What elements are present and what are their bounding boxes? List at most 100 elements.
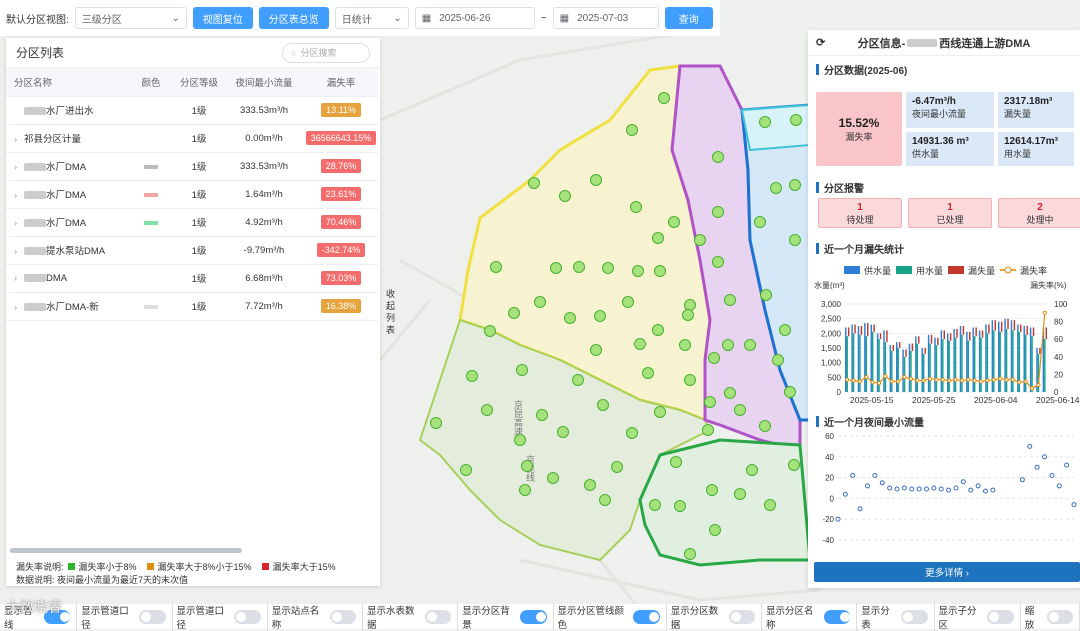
station-marker[interactable] xyxy=(712,256,724,268)
station-marker[interactable] xyxy=(654,265,666,277)
alarm-pending[interactable]: 1 待处理 xyxy=(818,198,902,228)
station-marker[interactable] xyxy=(481,404,493,416)
station-marker[interactable] xyxy=(684,374,696,386)
station-marker[interactable] xyxy=(759,420,771,432)
expand-icon[interactable]: › xyxy=(14,218,18,229)
station-marker[interactable] xyxy=(649,499,661,511)
table-row[interactable]: › 水厂DMA 1级 4.92m³/h 70.46% xyxy=(6,208,378,237)
station-marker[interactable] xyxy=(572,374,584,386)
station-marker[interactable] xyxy=(674,500,686,512)
station-marker[interactable] xyxy=(708,352,720,364)
station-marker[interactable] xyxy=(590,174,602,186)
station-marker[interactable] xyxy=(557,426,569,438)
station-marker[interactable] xyxy=(679,339,691,351)
table-row[interactable]: › 提水泵站DMA 1级 -9.79m³/h -342.74% xyxy=(6,236,378,265)
layer-toggle[interactable]: 显示分区管线颜色 xyxy=(558,602,667,631)
toggle-switch[interactable] xyxy=(43,609,71,624)
column-header[interactable]: 颜色 xyxy=(128,68,174,97)
station-marker[interactable] xyxy=(746,464,758,476)
station-marker[interactable] xyxy=(734,488,746,500)
zone-level-select[interactable]: 三级分区 ⌄ xyxy=(74,7,187,29)
station-marker[interactable] xyxy=(590,344,602,356)
column-header[interactable]: 漏失率 xyxy=(304,68,378,97)
station-marker[interactable] xyxy=(622,296,634,308)
date-from-input[interactable]: ▦ 2025-06-26 xyxy=(414,7,535,29)
station-marker[interactable] xyxy=(704,396,716,408)
station-marker[interactable] xyxy=(632,265,644,277)
table-row[interactable]: › 水厂DMA 1级 333.53m³/h 28.76% xyxy=(6,152,378,181)
station-marker[interactable] xyxy=(759,116,771,128)
date-to-input[interactable]: ▦ 2025-07-03 xyxy=(552,7,659,29)
station-marker[interactable] xyxy=(536,409,548,421)
station-marker[interactable] xyxy=(584,479,596,491)
station-marker[interactable] xyxy=(760,289,772,301)
station-marker[interactable] xyxy=(547,472,559,484)
toggle-switch[interactable] xyxy=(424,609,452,624)
layer-toggle[interactable]: 显示管线 xyxy=(4,602,78,631)
layer-toggle[interactable]: 显示分区数据 xyxy=(671,602,762,631)
station-marker[interactable] xyxy=(722,339,734,351)
table-row[interactable]: › 水厂DMA 1级 1.64m³/h 23.61% xyxy=(6,180,378,209)
station-marker[interactable] xyxy=(484,325,496,337)
station-marker[interactable] xyxy=(642,367,654,379)
zone-summary-button[interactable]: 分区表总览 xyxy=(258,7,329,29)
station-marker[interactable] xyxy=(466,370,478,382)
station-marker[interactable] xyxy=(519,484,531,496)
station-marker[interactable] xyxy=(789,179,801,191)
column-header[interactable]: 分区等级 xyxy=(174,68,224,97)
table-row[interactable]: 水厂进出水 1级 333.53m³/h 13.11% xyxy=(6,96,378,125)
station-marker[interactable] xyxy=(534,296,546,308)
station-marker[interactable] xyxy=(658,92,670,104)
refresh-icon[interactable]: ⟳ xyxy=(816,37,826,49)
station-marker[interactable] xyxy=(684,548,696,560)
station-marker[interactable] xyxy=(550,262,562,274)
station-marker[interactable] xyxy=(460,464,472,476)
station-marker[interactable] xyxy=(516,364,528,376)
toggle-switch[interactable] xyxy=(728,609,755,624)
station-marker[interactable] xyxy=(430,417,442,429)
stat-period-select[interactable]: 日统计 ⌄ xyxy=(334,7,409,29)
station-marker[interactable] xyxy=(634,338,646,350)
station-marker[interactable] xyxy=(508,307,520,319)
station-marker[interactable] xyxy=(788,459,800,471)
station-marker[interactable] xyxy=(602,262,614,274)
station-marker[interactable] xyxy=(652,232,664,244)
station-marker[interactable] xyxy=(514,434,526,446)
station-marker[interactable] xyxy=(573,261,585,273)
station-marker[interactable] xyxy=(564,312,576,324)
zone-search-input[interactable]: ○ 分区搜索 xyxy=(282,42,370,63)
station-marker[interactable] xyxy=(724,294,736,306)
expand-icon[interactable]: › xyxy=(14,190,18,201)
station-marker[interactable] xyxy=(597,399,609,411)
expand-icon[interactable]: › xyxy=(14,272,18,284)
station-marker[interactable] xyxy=(490,261,502,273)
reset-view-button[interactable]: 视图复位 xyxy=(192,7,253,29)
station-marker[interactable] xyxy=(599,494,611,506)
station-marker[interactable] xyxy=(626,427,638,439)
expand-icon[interactable]: › xyxy=(14,162,18,173)
toggle-switch[interactable] xyxy=(901,609,928,624)
expand-icon[interactable]: › xyxy=(14,246,18,257)
station-marker[interactable] xyxy=(670,456,682,468)
layer-toggle[interactable]: 缩放 xyxy=(1025,602,1080,631)
station-marker[interactable] xyxy=(744,339,756,351)
station-marker[interactable] xyxy=(734,404,746,416)
station-marker[interactable] xyxy=(521,460,533,472)
column-header[interactable]: 夜间最小流量 xyxy=(224,68,304,97)
station-marker[interactable] xyxy=(694,234,706,246)
toggle-switch[interactable] xyxy=(1046,609,1074,624)
station-marker[interactable] xyxy=(790,114,802,126)
toggle-switch[interactable] xyxy=(633,609,660,624)
toggle-switch[interactable] xyxy=(329,609,357,624)
station-marker[interactable] xyxy=(702,424,714,436)
column-header[interactable]: 分区名称 xyxy=(6,68,128,97)
station-marker[interactable] xyxy=(654,406,666,418)
expand-icon[interactable]: › xyxy=(14,134,18,145)
layer-toggle[interactable]: 显示分区名称 xyxy=(766,602,858,631)
station-marker[interactable] xyxy=(528,177,540,189)
collapse-list-toggle[interactable]: 收起列表 xyxy=(386,289,396,335)
more-details-button[interactable]: 更多详情 › xyxy=(814,562,1080,582)
station-marker[interactable] xyxy=(559,190,571,202)
station-marker[interactable] xyxy=(724,387,736,399)
alarm-processing[interactable]: 2 处理中 xyxy=(998,198,1080,228)
